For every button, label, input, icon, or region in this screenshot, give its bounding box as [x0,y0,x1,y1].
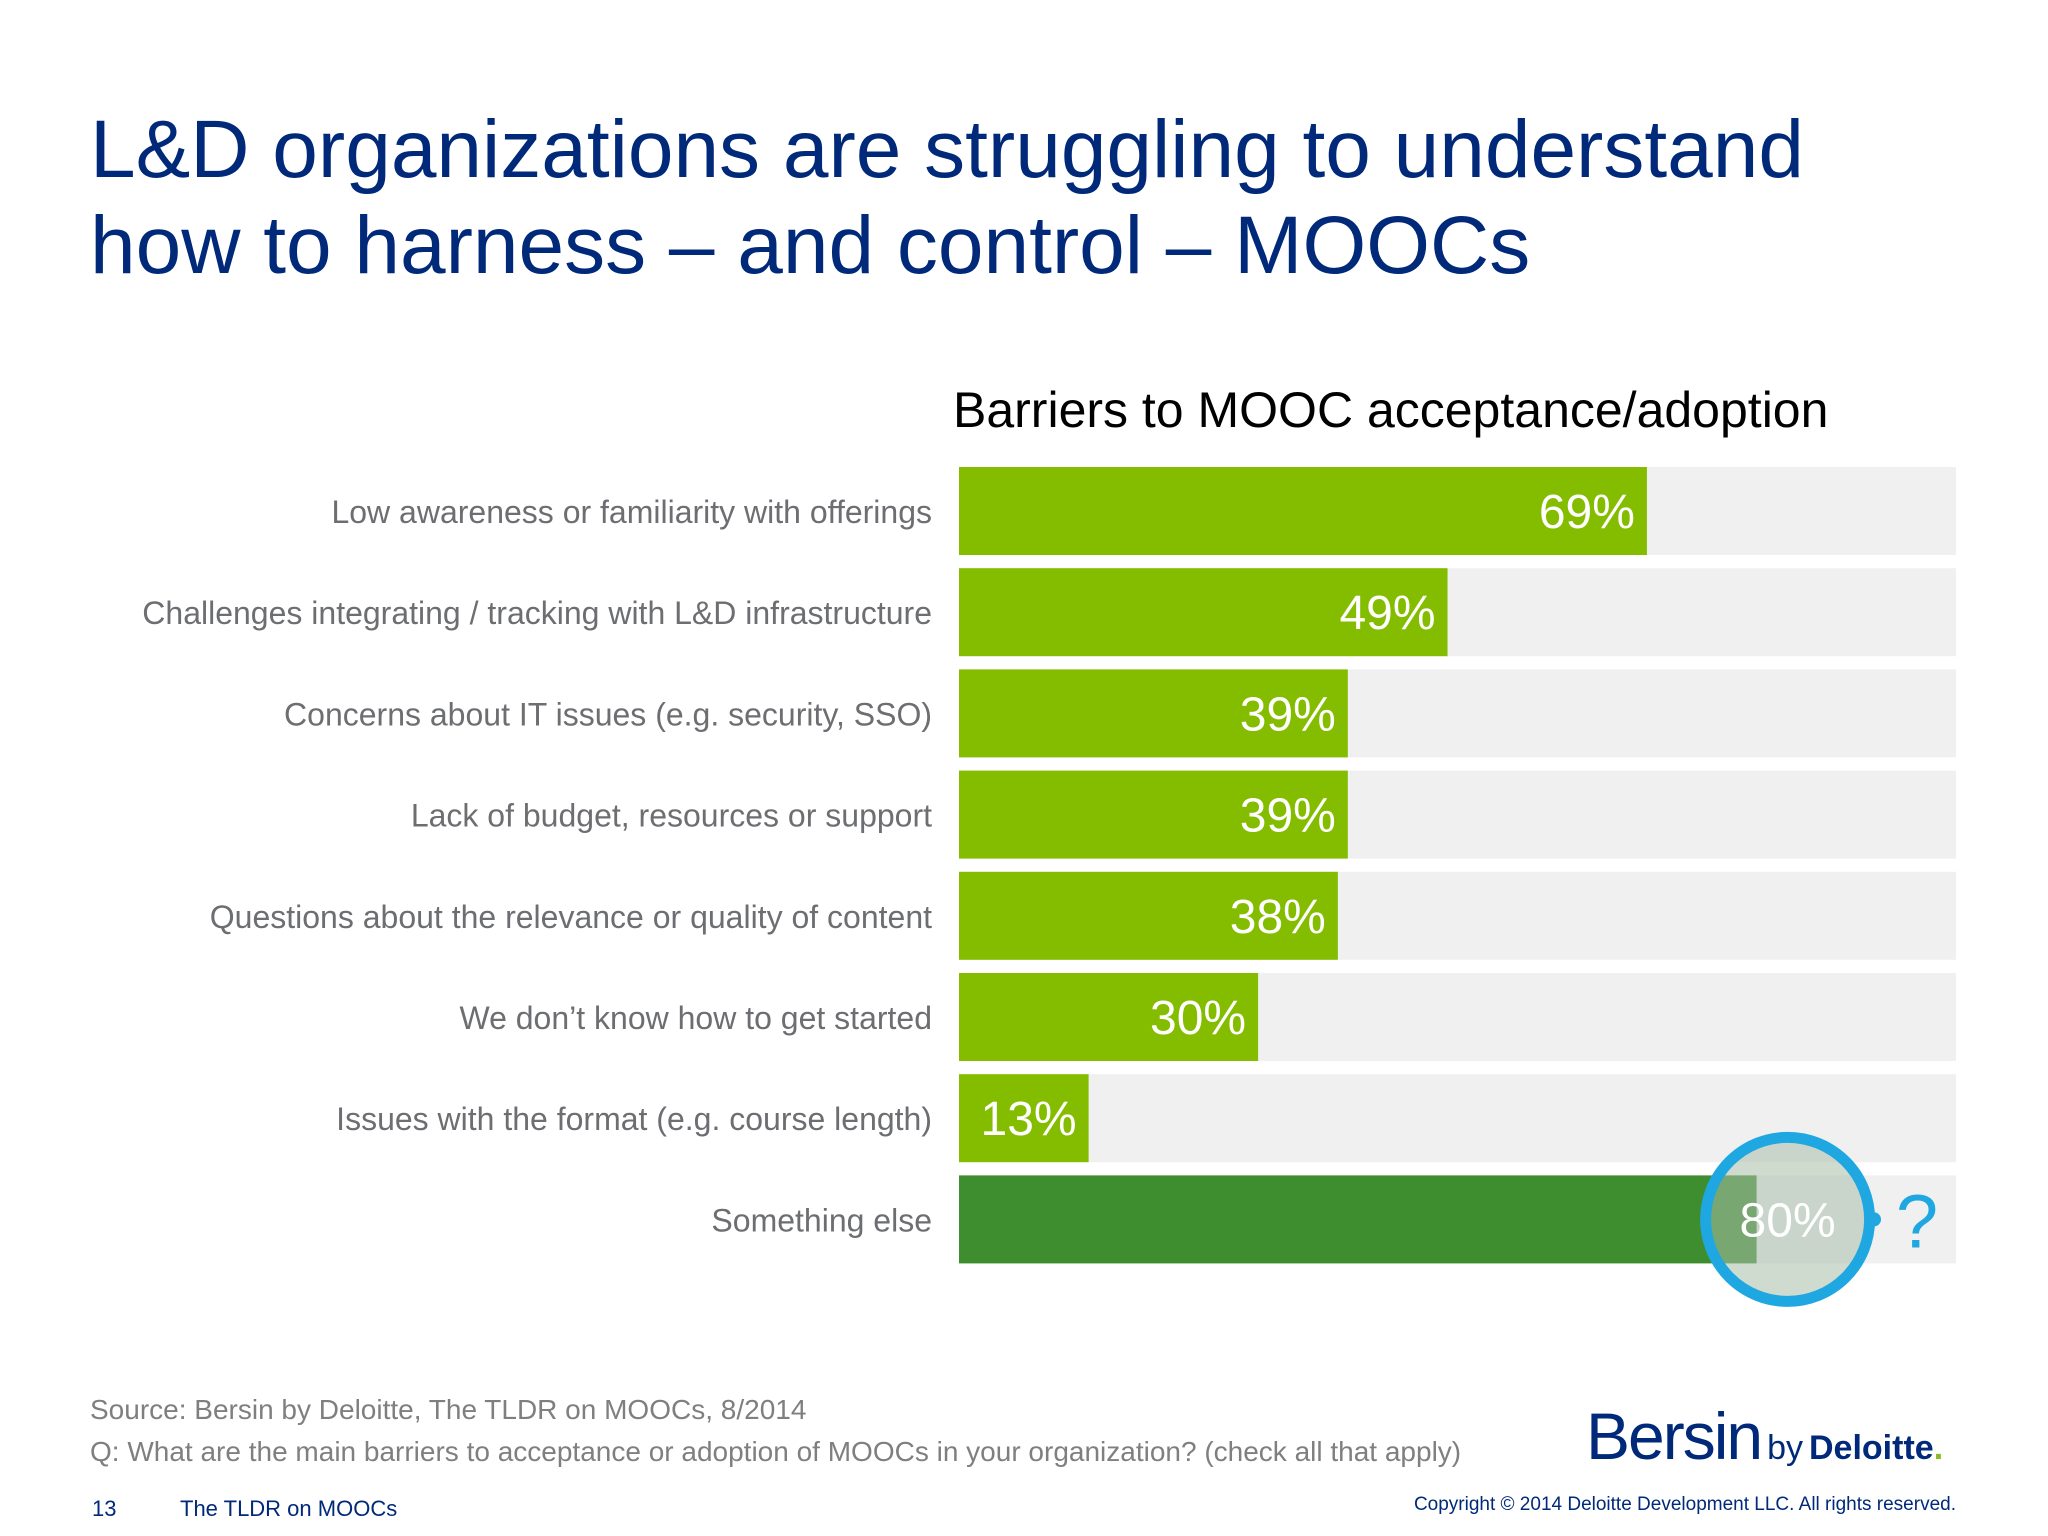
chart-title: Barriers to MOOC acceptance/adoption [953,382,1829,438]
category-label: Something else [711,1202,932,1238]
bar [959,770,1348,859]
category-label: Challenges integrating / tracking with L… [142,595,932,631]
logo-bersin-text: Bersin [1586,1399,1763,1473]
slide-title-line-1: L&D organizations are struggling to unde… [90,104,1804,195]
slide-title: L&D organizations are struggling to unde… [90,102,1940,294]
category-label: Low awareness or familiarity with offeri… [331,494,932,530]
bar [959,871,1338,960]
category-label: Issues with the format (e.g. course leng… [336,1101,932,1137]
page-number: 13 [92,1496,117,1521]
copyright-notice: Copyright © 2014 Deloitte Development LL… [1413,1494,1956,1515]
data-label: 80% [1740,1194,1836,1247]
source-note: Source: Bersin by Deloitte, The TLDR on … [90,1394,807,1425]
data-label: 13% [981,1093,1077,1146]
data-label: 39% [1240,688,1336,741]
highlight-circle-fill [1705,1137,1870,1302]
bersin-by-deloitte-logo: Bersin by Deloitte. [1586,1398,1943,1474]
survey-question-note: Q: What are the main barriers to accepta… [90,1436,1462,1467]
callout-dot [1867,1212,1881,1227]
logo-by-text: by [1767,1429,1803,1467]
category-label: Questions about the relevance or quality… [210,899,932,935]
bar [959,1074,1089,1163]
logo-deloitte-text: Deloitte [1809,1429,1934,1467]
slide-title-line-2: how to harness – and control – MOOCs [90,200,1531,291]
category-label: Lack of budget, resources or support [411,798,932,834]
data-label: 39% [1240,790,1336,843]
category-label: Concerns about IT issues (e.g. security,… [284,696,932,732]
data-label: 38% [1230,891,1326,944]
data-label: 69% [1539,486,1635,539]
data-label: 49% [1339,587,1435,640]
annotation-question-mark: ? [1896,1179,1938,1264]
logo-green-dot: . [1933,1429,1944,1467]
bar [959,669,1348,758]
bar [959,1175,1757,1264]
bar [959,973,1259,1061]
bar [959,467,1647,555]
data-label: 30% [1150,992,1246,1045]
category-label: We don’t know how to get started [459,1000,932,1036]
footer-deck-title: The TLDR on MOOCs [180,1496,398,1521]
bar [959,568,1448,657]
